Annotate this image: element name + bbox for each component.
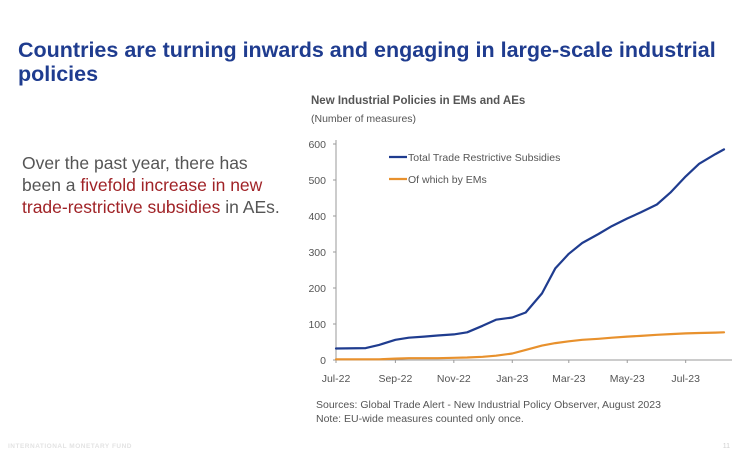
y-tick-label: 0 xyxy=(320,355,326,367)
legend-label-2: Of which by EMs xyxy=(408,174,487,186)
slide-title: Countries are turning inwards and engagi… xyxy=(18,38,716,86)
body-text-part1: Over the past year, there has been a xyxy=(22,153,248,195)
series-line-1 xyxy=(334,148,726,350)
x-tick-label: May-23 xyxy=(610,373,645,385)
body-text-highlight: fivefold increase in new trade-restricti… xyxy=(22,175,263,217)
x-tick-label: Nov-22 xyxy=(437,373,471,385)
x-tick-label: Jan-23 xyxy=(496,373,528,385)
source-text: Sources: Global Trade Alert - New Indust… xyxy=(316,399,661,411)
body-text: Over the past year, there has been a fiv… xyxy=(22,152,287,218)
y-tick-label: 100 xyxy=(308,319,326,331)
chart-source: Sources: Global Trade Alert - New Indust… xyxy=(316,398,661,426)
y-tick-label: 300 xyxy=(308,247,326,259)
y-tick-label: 500 xyxy=(308,175,326,187)
x-tick-label: Mar-23 xyxy=(552,373,585,385)
chart-subtitle: (Number of measures) xyxy=(311,113,417,125)
x-tick-label: Jul-22 xyxy=(322,373,351,385)
x-tick-label: Sep-22 xyxy=(378,373,412,385)
body-text-part2: in AEs. xyxy=(220,197,280,217)
x-tick-label: Jul-23 xyxy=(671,373,700,385)
legend-label-1: Total Trade Restrictive Subsidies xyxy=(408,152,560,164)
footer-organization: INTERNATIONAL MONETARY FUND xyxy=(8,443,132,450)
y-tick-label: 600 xyxy=(308,139,326,151)
y-tick-label: 200 xyxy=(308,283,326,295)
page-number: 11 xyxy=(722,443,730,450)
y-tick-label: 400 xyxy=(308,211,326,223)
chart-title: New Industrial Policies in EMs and AEs xyxy=(311,95,526,107)
series-line-2 xyxy=(334,331,726,361)
note-text: Note: EU-wide measures counted only once… xyxy=(316,413,524,425)
